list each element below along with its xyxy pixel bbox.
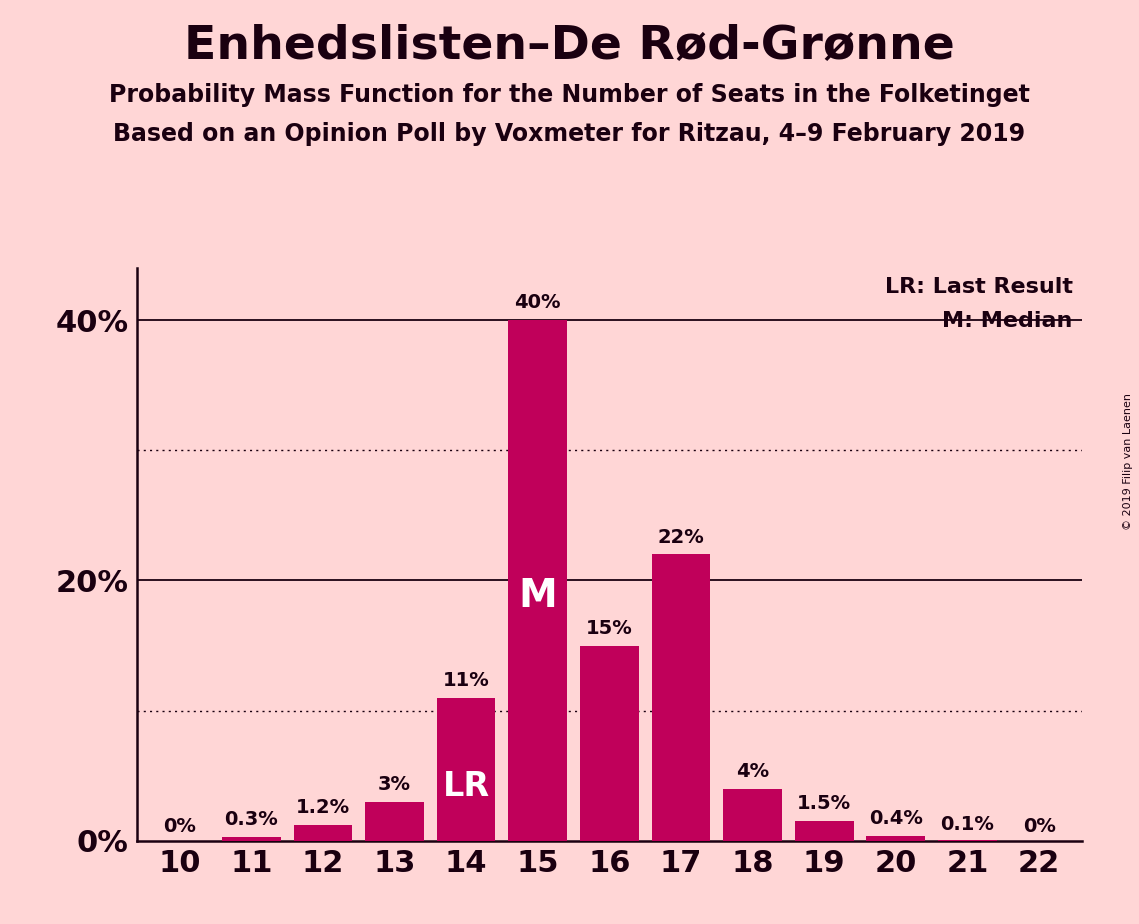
Text: 22%: 22% <box>657 528 704 547</box>
Text: 4%: 4% <box>736 762 769 781</box>
Text: LR: Last Result: LR: Last Result <box>885 276 1073 297</box>
Bar <box>580 646 639 841</box>
Bar <box>652 554 711 841</box>
Text: M: M <box>518 578 557 615</box>
Text: Probability Mass Function for the Number of Seats in the Folketinget: Probability Mass Function for the Number… <box>109 83 1030 107</box>
Text: M: Median: M: Median <box>942 310 1073 331</box>
Text: 3%: 3% <box>378 775 411 794</box>
Bar <box>939 840 997 841</box>
Text: LR: LR <box>443 770 490 803</box>
Bar <box>366 802 424 841</box>
Bar <box>867 835 925 841</box>
Bar <box>795 821 853 841</box>
Text: 0%: 0% <box>163 817 196 835</box>
Text: 0.3%: 0.3% <box>224 810 278 829</box>
Text: 15%: 15% <box>585 619 633 638</box>
Bar <box>294 825 352 841</box>
Text: Enhedslisten–De Rød-Grønne: Enhedslisten–De Rød-Grønne <box>185 23 954 68</box>
Text: 0%: 0% <box>1023 817 1056 835</box>
Text: 40%: 40% <box>515 293 562 312</box>
Text: 11%: 11% <box>443 671 490 690</box>
Text: 0.1%: 0.1% <box>941 815 994 834</box>
Text: 0.4%: 0.4% <box>869 808 923 828</box>
Bar <box>508 320 567 841</box>
Bar <box>723 789 782 841</box>
Text: 1.2%: 1.2% <box>296 798 350 818</box>
Text: 1.5%: 1.5% <box>797 795 851 813</box>
Bar <box>222 837 280 841</box>
Text: © 2019 Filip van Laenen: © 2019 Filip van Laenen <box>1123 394 1133 530</box>
Bar <box>436 698 495 841</box>
Text: Based on an Opinion Poll by Voxmeter for Ritzau, 4–9 February 2019: Based on an Opinion Poll by Voxmeter for… <box>114 122 1025 146</box>
